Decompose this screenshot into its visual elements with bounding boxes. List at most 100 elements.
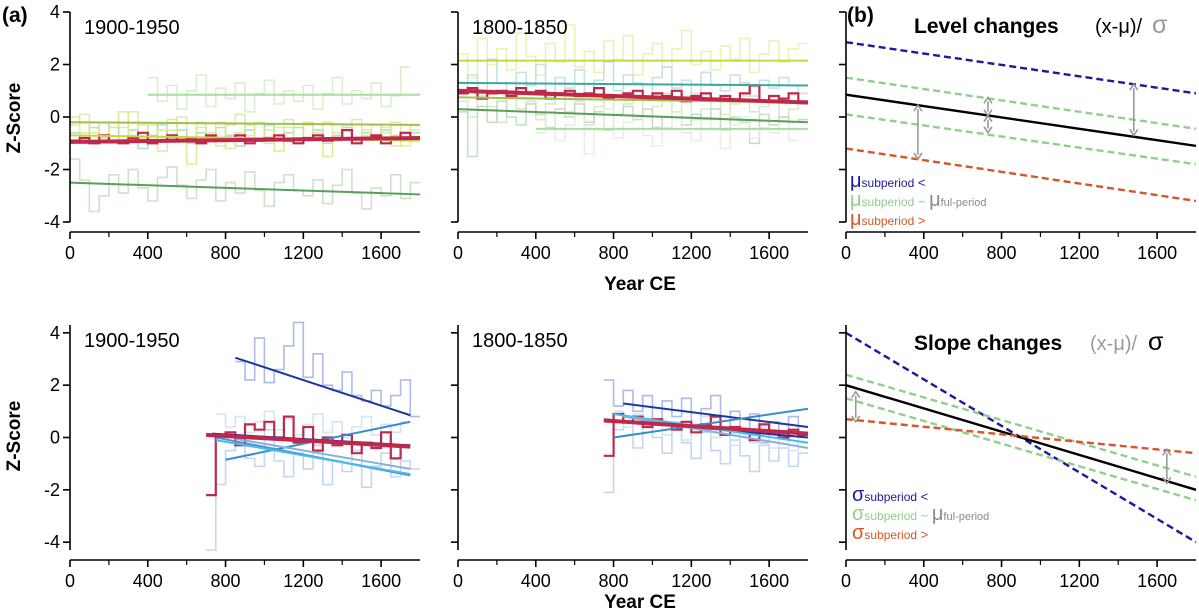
x-tick-label: 1600 [749,571,789,591]
scenario-line [845,147,1197,203]
arrow-head [1129,128,1139,137]
y-tick-label: -2 [44,160,60,180]
legend-entry: μsubperiod ~ μful-period [850,189,986,211]
slope-legend: σsubperiod <σsubperiod ~ μful-periodσsub… [852,484,989,544]
arrow-head [851,415,861,424]
x-tick-label: 400 [521,571,551,591]
y-axis-label-bottom: Z-Score [4,401,25,472]
panel-title: 1800-1850 [472,330,568,352]
scenario-line [845,417,1197,455]
x-tick-label: 0 [65,571,75,591]
composite-trend-line [205,432,411,449]
x-tick-label: 800 [599,243,629,263]
legend-relation: > [917,527,928,542]
x-tick-label: 0 [841,243,851,263]
arrow-head [851,390,861,399]
series-line [458,24,808,79]
level-formula-a: (x-μ)/ [1095,16,1143,38]
x-tick-label: 0 [453,243,463,263]
legend-entry: σsubperiod ~ μful-period [852,503,989,525]
x-tick-label: 1200 [283,571,323,591]
scenario-line [845,373,1197,478]
x-tick-label: 1200 [671,571,711,591]
x-tick-label: 800 [211,243,241,263]
panel-bottom-right: 0 400 800 1200 1600 [839,325,1197,591]
arrow-head [913,103,923,112]
x-tick-label: 800 [987,243,1017,263]
arrow-head [1162,447,1172,456]
trend-line [69,181,421,196]
series-line [147,66,411,113]
y-tick-label: 2 [50,55,60,75]
legend-symbol: μ [850,189,862,211]
trend-line [234,356,411,417]
x-tick-label: 1600 [361,571,401,591]
panel-title: 1900-1950 [84,17,180,39]
trend-line [613,407,809,439]
scenario-line [845,397,1197,502]
legend-symbol: σ [852,484,865,506]
legend-relation: < [914,175,925,190]
legend-symbol: μ [850,208,862,230]
trend-line [623,402,809,429]
y-tick-label: -2 [44,480,60,500]
panel-bottom-left: -4 -2 0 2 4 0 400 800 1200 1600 1900-1950 [44,321,420,591]
x-tick-label: 800 [211,571,241,591]
y-tick-label: 0 [50,107,60,127]
legend-relation: < [917,489,928,504]
panel-top-mid: 0 400 800 1200 1600 1800-1850 [451,11,809,263]
x-tick-label: 400 [133,243,163,263]
level-legend: μsubperiod <μsubperiod ~ μful-periodμsub… [850,170,986,230]
y-tick-label: 4 [50,2,60,22]
x-tick-label: 0 [65,243,75,263]
level-formula-b: σ [1152,11,1168,39]
panel-bottom-mid: 0 400 800 1200 1600 1800-1850 [451,325,809,591]
series-line [603,415,808,494]
x-tick-label: 800 [599,571,629,591]
series-line [70,158,420,213]
arrow-head [983,126,993,135]
arrow-head [983,114,993,123]
panel-title: 1900-1950 [84,330,180,352]
x-tick-label: 0 [841,571,851,591]
slope-title-text: Slope changes [914,332,1062,355]
arrow-head [1129,82,1139,91]
series-line [458,84,808,103]
composite-trend-line [69,136,421,144]
x-tick-label: 800 [987,571,1017,591]
y-tick-label: 2 [50,375,60,395]
legend-entry: σsubperiod < [852,484,928,506]
panel-a-label: (a) [2,4,28,27]
x-tick-label: 400 [133,571,163,591]
x-tick-label: 400 [909,571,939,591]
arrow-head [1162,476,1172,485]
trend-line [235,437,411,470]
x-tick-label: 400 [521,243,551,263]
slope-formula-a: (x-μ)/ [1090,333,1138,355]
x-tick-label: 1600 [1137,571,1177,591]
legend-entry: μsubperiod > [850,208,925,230]
panel-top-right: 0 400 800 1200 1600 [839,11,1197,263]
y-tick-label: 4 [50,323,60,343]
y-axis-label-top: Z-Score [4,83,25,154]
arrow-head [983,95,993,104]
legend-subscript: subperiod [864,509,917,523]
legend-subscript: ful-period [943,511,989,523]
slope-changes-title: Slope changes (x-μ)/ σ [914,328,1164,356]
level-title-text: Level changes [914,15,1059,38]
legend-symbol: μ [929,189,941,211]
legend-entry: σsubperiod > [852,522,928,544]
composite-trend-line [457,88,809,105]
x-tick-label: 0 [453,571,463,591]
panel-title: 1800-1850 [472,17,568,39]
legend-subscript: subperiod [862,214,915,228]
x-axis-label-bottom: Year CE [604,592,676,613]
x-tick-label: 1600 [1137,243,1177,263]
x-tick-label: 1200 [1059,243,1099,263]
trend-line [69,121,421,126]
legend-entry: μsubperiod < [850,170,925,192]
series-line [235,321,420,418]
scenario-line [845,76,1197,130]
